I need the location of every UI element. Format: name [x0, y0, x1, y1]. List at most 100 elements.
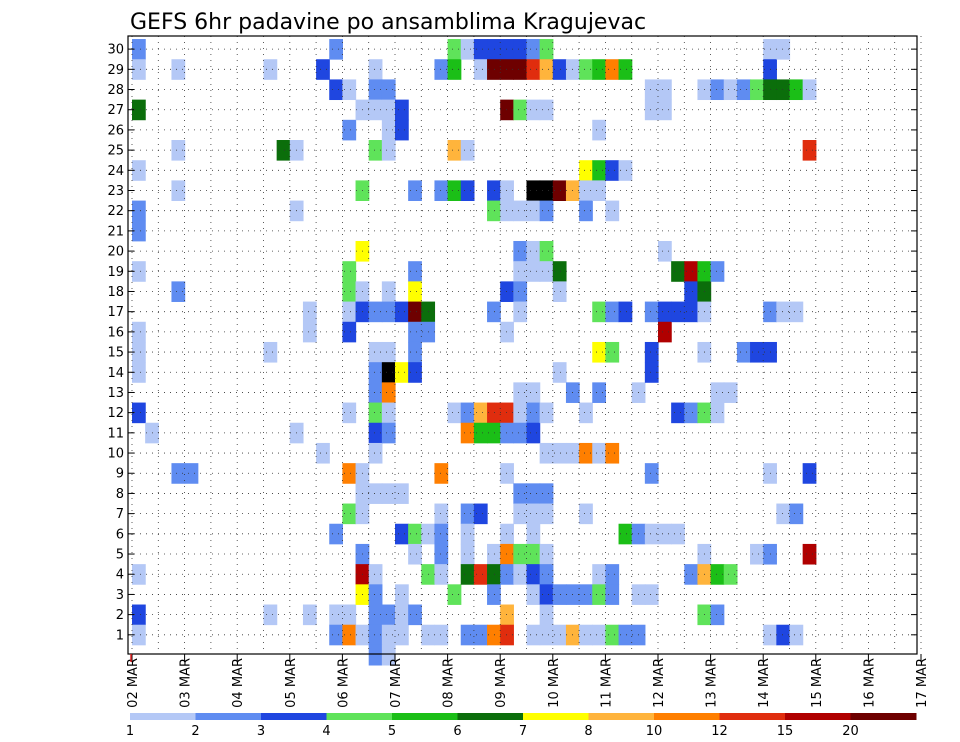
- heatmap-cell: [579, 442, 593, 464]
- heatmap-cell: [316, 442, 330, 464]
- heatmap-cell: [342, 281, 357, 302]
- heatmap-cell: [342, 402, 357, 424]
- heatmap-cell: [579, 180, 593, 201]
- heatmap-cell: [539, 442, 554, 464]
- y-tick-label: 2: [116, 608, 124, 623]
- heatmap-cell: [381, 301, 396, 323]
- heatmap-cell: [592, 301, 606, 323]
- heatmap-cell: [579, 503, 593, 525]
- plot-frame: [127, 35, 918, 655]
- heatmap-cell: [460, 564, 475, 585]
- heatmap-cell: [395, 119, 409, 141]
- heatmap-cell: [473, 503, 488, 525]
- heatmap-cell: [750, 543, 764, 565]
- heatmap-cell: [552, 624, 567, 646]
- heatmap-cell: [302, 604, 317, 626]
- heatmap-cell: [171, 180, 186, 201]
- colorbar-segment: [654, 713, 720, 720]
- heatmap-cell: [684, 261, 699, 282]
- x-tick-label: 02 MAR: [126, 658, 141, 708]
- heatmap-cell: [263, 341, 278, 363]
- heatmap-cell: [368, 584, 383, 605]
- heatmap-cell: [434, 463, 449, 484]
- heatmap-cell: [644, 362, 659, 383]
- heatmap-cells: [132, 39, 817, 666]
- heatmap-cell: [539, 402, 554, 424]
- heatmap-cell: [513, 39, 528, 60]
- colorbar-label: 1: [126, 724, 134, 739]
- heatmap-cell: [381, 382, 396, 403]
- heatmap-cell: [500, 564, 514, 585]
- heatmap-cell: [132, 39, 146, 60]
- heatmap-cell: [368, 442, 383, 464]
- heatmap-cell: [500, 200, 514, 222]
- heatmap-cell: [263, 604, 278, 626]
- y-tick-label: 26: [107, 123, 124, 138]
- heatmap-cell: [368, 140, 383, 161]
- x-tick-label: 08 MAR: [442, 658, 457, 708]
- heatmap-cell: [342, 261, 357, 282]
- y-tick-label: 9: [116, 467, 124, 482]
- colorbar-segment: [392, 713, 458, 720]
- heatmap-cell: [710, 564, 725, 585]
- x-tick-label: 13 MAR: [705, 658, 720, 708]
- heatmap-cell: [736, 79, 751, 101]
- heatmap-cell: [684, 402, 699, 424]
- heatmap-cell: [434, 503, 449, 525]
- heatmap-cell: [460, 39, 475, 60]
- y-tick-label: 7: [116, 507, 124, 522]
- heatmap-cell: [487, 402, 501, 424]
- heatmap-cell: [395, 604, 409, 626]
- heatmap-cell: [500, 281, 514, 302]
- heatmap-cell: [487, 564, 501, 585]
- y-tick-label: 8: [116, 487, 124, 502]
- grid-lines: [128, 36, 922, 654]
- y-tick-label: 4: [116, 568, 124, 583]
- heatmap-cell: [447, 402, 462, 424]
- colorbar-label: 20: [842, 724, 859, 739]
- heatmap-cell: [184, 463, 199, 484]
- heatmap-cell: [552, 362, 567, 383]
- heatmap-cell: [592, 341, 606, 363]
- heatmap-cell: [776, 503, 791, 525]
- colorbar-segment: [850, 713, 917, 720]
- heatmap-cell: [723, 79, 738, 101]
- colorbar-segment: [130, 713, 196, 720]
- heatmap-cell: [592, 442, 606, 464]
- heatmap-cell: [500, 543, 514, 565]
- heatmap-cell: [460, 180, 475, 201]
- heatmap-cell: [644, 341, 659, 363]
- heatmap-cell: [723, 382, 738, 403]
- heatmap-cell: [487, 200, 501, 222]
- x-tick-label: 06 MAR: [336, 658, 351, 708]
- y-tick-label: 16: [107, 325, 124, 340]
- heatmap-cell: [368, 624, 383, 646]
- heatmap-cell: [671, 301, 685, 323]
- heatmap-cell: [368, 483, 383, 504]
- x-tick-label: 15 MAR: [810, 658, 825, 708]
- colorbar-label: 15: [777, 724, 794, 739]
- heatmap-cell: [802, 463, 817, 484]
- heatmap-cell: [513, 281, 528, 302]
- heatmap-cell: [434, 564, 449, 585]
- heatmap-cell: [447, 39, 462, 60]
- heatmap-cell: [329, 79, 343, 101]
- heatmap-cell: [592, 624, 606, 646]
- heatmap-cell: [381, 99, 396, 121]
- heatmap-cell: [605, 442, 620, 464]
- heatmap-cell: [776, 39, 791, 60]
- colorbar-segment: [719, 713, 786, 720]
- heatmap-cell: [381, 140, 396, 161]
- heatmap-cell: [368, 341, 383, 363]
- heatmap-cell: [408, 341, 422, 363]
- colorbar-label: 7: [519, 724, 527, 739]
- heatmap-cell: [342, 604, 357, 626]
- colorbar: 1 2 3 4 5 6 7 8 10 12 15 20: [126, 713, 917, 739]
- heatmap-cell: [447, 180, 462, 201]
- heatmap-cell: [460, 402, 475, 424]
- chart-title: GEFS 6hr padavine po ansamblima Kragujev…: [130, 10, 646, 35]
- heatmap-cell: [342, 79, 357, 101]
- heatmap-cell: [368, 59, 383, 80]
- heatmap-cell: [342, 463, 357, 484]
- heatmap-cell: [579, 402, 593, 424]
